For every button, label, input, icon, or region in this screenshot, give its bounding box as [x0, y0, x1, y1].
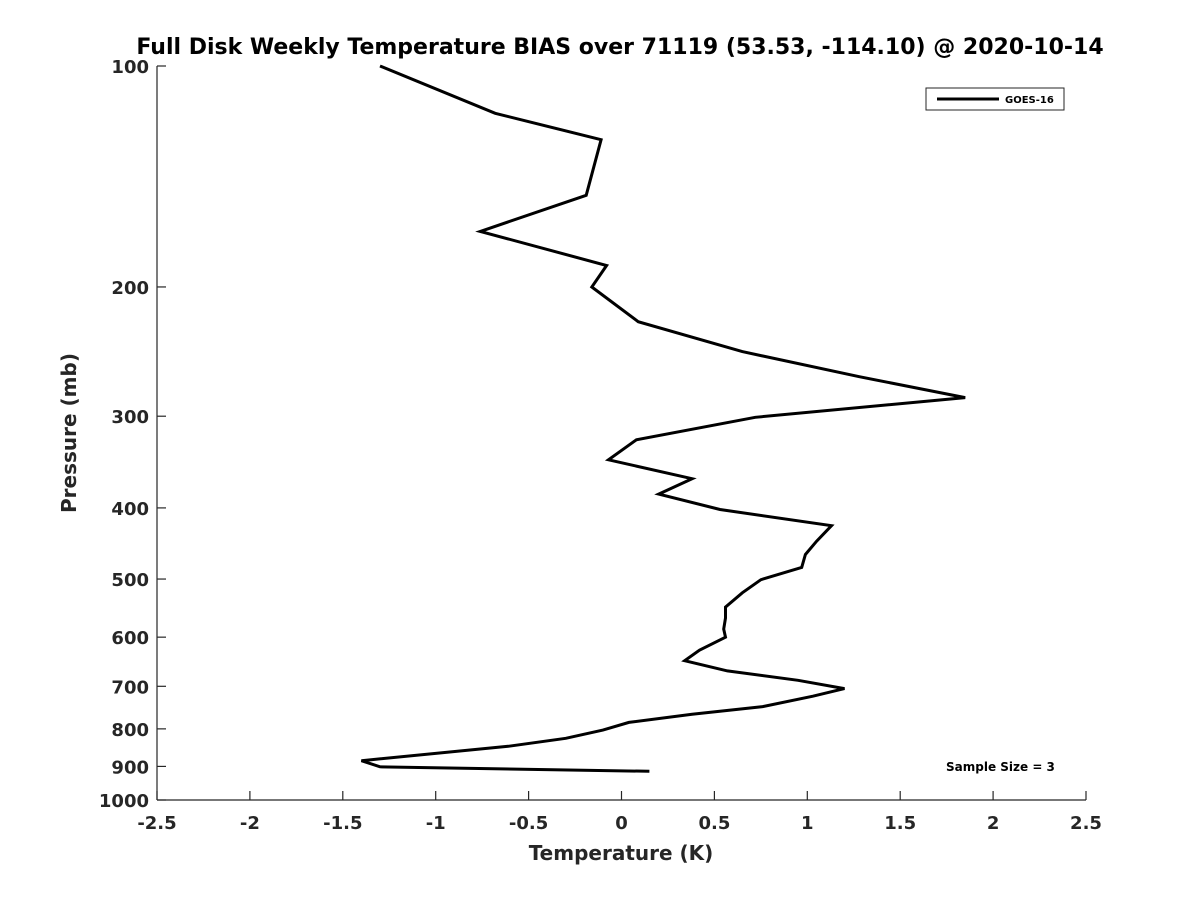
x-tick-label: 0.5 [698, 813, 730, 834]
sample-size-annotation: Sample Size = 3 [946, 760, 1055, 774]
x-axis-label: Temperature (K) [529, 841, 714, 865]
y-tick-label: 500 [111, 570, 149, 591]
series-line-goes-16 [360, 64, 966, 773]
x-tick-label: 1 [801, 813, 814, 834]
legend: GOES-16 [925, 87, 1065, 111]
y-tick-label: 200 [111, 278, 149, 299]
x-tick-label: -1 [426, 813, 446, 834]
series-layer [360, 64, 966, 773]
y-axis-label: Pressure (mb) [57, 353, 81, 513]
legend-label-goes-16: GOES-16 [1005, 95, 1054, 106]
x-tick-label: 1.5 [884, 813, 916, 834]
x-tick-label: -1.5 [323, 813, 362, 834]
chart-title: Full Disk Weekly Temperature BIAS over 7… [136, 35, 1103, 60]
x-tick-label: 0 [615, 813, 628, 834]
y-tick-label: 1000 [99, 791, 149, 812]
x-tick-label: -2 [240, 813, 260, 834]
y-tick-label: 600 [111, 628, 149, 649]
x-tick-label: -0.5 [509, 813, 548, 834]
y-tick-label: 400 [111, 499, 149, 520]
x-tick-label: -2.5 [137, 813, 176, 834]
x-tick-label: 2 [987, 813, 1000, 834]
y-tick-label: 300 [111, 407, 149, 428]
y-ticks: 100 200 300 400 500 600 700 800 900 1000 [99, 57, 166, 812]
plot-area: -2.5 -2 -1.5 -1 -0.5 0 0.5 1 1.5 2 2.5 100 200 300 40… [99, 57, 1102, 834]
y-tick-label: 100 [111, 57, 149, 78]
y-tick-label: 900 [111, 757, 149, 778]
x-ticks: -2.5 -2 -1.5 -1 -0.5 0 0.5 1 1.5 2 2.5 [137, 791, 1102, 834]
x-tick-label: 2.5 [1070, 813, 1102, 834]
y-tick-label: 700 [111, 677, 149, 698]
y-tick-label: 800 [111, 720, 149, 741]
